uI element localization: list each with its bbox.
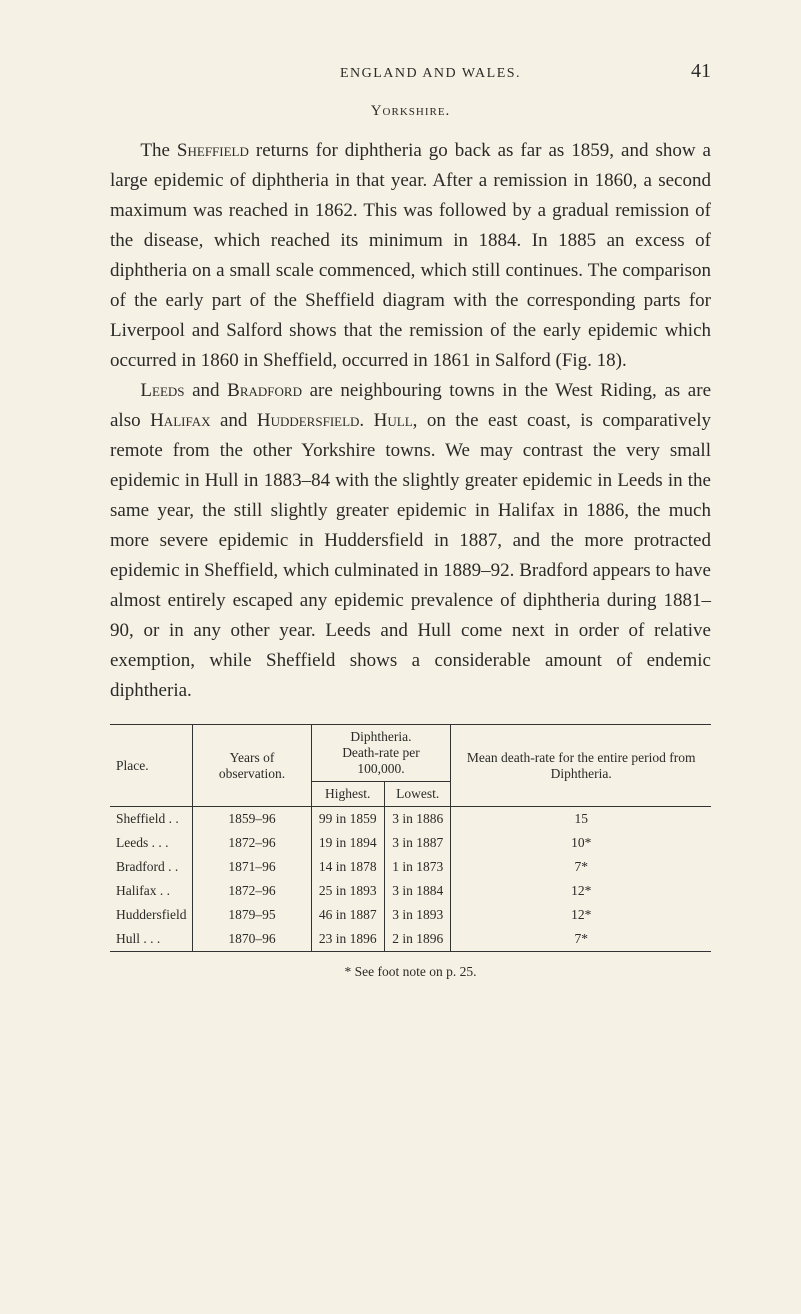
cell-mean: 12*	[451, 879, 711, 903]
cell-years: 1879–95	[193, 903, 311, 927]
cell-highest: 19 in 1894	[311, 831, 384, 855]
cell-place: Huddersfield	[110, 903, 193, 927]
cell-mean: 10*	[451, 831, 711, 855]
cell-years: 1871–96	[193, 855, 311, 879]
cell-lowest: 3 in 1886	[384, 807, 450, 832]
data-table: Place. Years of observation. Diphtheria.…	[110, 724, 711, 952]
cell-highest: 14 in 1878	[311, 855, 384, 879]
cell-years: 1872–96	[193, 879, 311, 903]
table-body: Sheffield . . 1859–96 99 in 1859 3 in 18…	[110, 807, 711, 952]
paragraph-1: The Sheffield returns for diphtheria go …	[110, 136, 711, 376]
th-lowest: Lowest.	[384, 782, 450, 807]
cell-place: Sheffield . .	[110, 807, 193, 832]
cell-highest: 99 in 1859	[311, 807, 384, 832]
cell-place: Hull . . .	[110, 927, 193, 952]
cell-mean: 12*	[451, 903, 711, 927]
table-row: Leeds . . . 1872–96 19 in 1894 3 in 1887…	[110, 831, 711, 855]
cell-mean: 7*	[451, 855, 711, 879]
running-head: ENGLAND AND WALES.	[110, 66, 691, 82]
cell-years: 1872–96	[193, 831, 311, 855]
cell-years: 1859–96	[193, 807, 311, 832]
cell-lowest: 3 in 1887	[384, 831, 450, 855]
table-row: Sheffield . . 1859–96 99 in 1859 3 in 18…	[110, 807, 711, 832]
cell-place: Halifax . .	[110, 879, 193, 903]
cell-place: Leeds . . .	[110, 831, 193, 855]
cell-years: 1870–96	[193, 927, 311, 952]
cell-highest: 23 in 1896	[311, 927, 384, 952]
table-row: Bradford . . 1871–96 14 in 1878 1 in 187…	[110, 855, 711, 879]
th-highest: Highest.	[311, 782, 384, 807]
cell-lowest: 2 in 1896	[384, 927, 450, 952]
cell-highest: 46 in 1887	[311, 903, 384, 927]
table-row: Huddersfield 1879–95 46 in 1887 3 in 189…	[110, 903, 711, 927]
th-diphtheria: Diphtheria. Death-rate per 100,000.	[311, 725, 451, 782]
th-mean: Mean death-rate for the entire period fr…	[451, 725, 711, 807]
cell-mean: 7*	[451, 927, 711, 952]
cell-lowest: 1 in 1873	[384, 855, 450, 879]
cell-highest: 25 in 1893	[311, 879, 384, 903]
cell-place: Bradford . .	[110, 855, 193, 879]
body-text: The Sheffield returns for diphtheria go …	[110, 136, 711, 706]
cell-mean: 15	[451, 807, 711, 832]
table-row: Halifax . . 1872–96 25 in 1893 3 in 1884…	[110, 879, 711, 903]
footnote: * See foot note on p. 25.	[110, 964, 711, 980]
cell-lowest: 3 in 1884	[384, 879, 450, 903]
table-row: Hull . . . 1870–96 23 in 1896 2 in 1896 …	[110, 927, 711, 952]
th-place: Place.	[110, 725, 193, 807]
cell-lowest: 3 in 1893	[384, 903, 450, 927]
section-title: Yorkshire.	[110, 103, 711, 120]
th-years: Years of observation.	[193, 725, 311, 807]
page-number: 41	[691, 60, 711, 83]
paragraph-2: Leeds and Bradford are neighbouring town…	[110, 376, 711, 706]
